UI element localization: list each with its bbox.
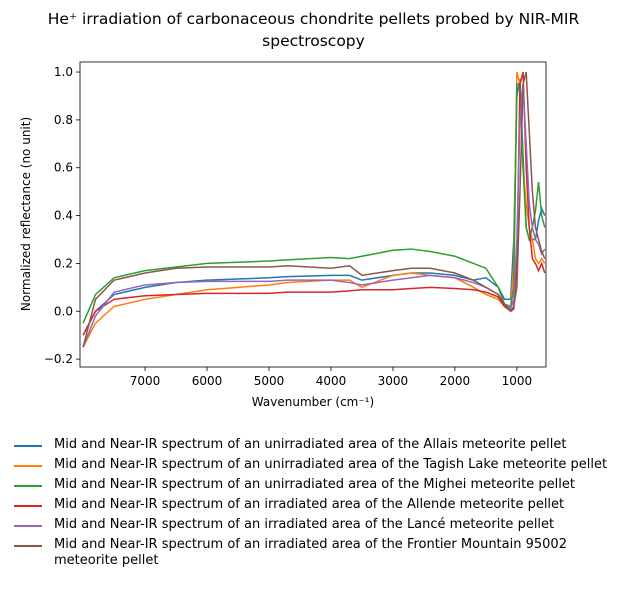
- legend-label: Mid and Near-IR spectrum of an unirradia…: [54, 457, 608, 472]
- x-tick-label: 1000: [502, 374, 533, 388]
- y-tick-label: −0.2: [44, 352, 73, 366]
- legend-entry: Mid and Near-IR spectrum of an unirradia…: [14, 437, 614, 453]
- series-line: [82, 83, 546, 324]
- x-tick-label: 3000: [378, 374, 409, 388]
- x-tick-label: 5000: [254, 374, 285, 388]
- legend-entry: Mid and Near-IR spectrum of an unirradia…: [14, 457, 614, 473]
- legend-label: Mid and Near-IR spectrum of an irradiate…: [54, 537, 567, 568]
- legend-entry: Mid and Near-IR spectrum of an irradiate…: [14, 537, 614, 569]
- series-line: [82, 83, 546, 348]
- legend-swatch: [14, 545, 42, 547]
- legend-entry: Mid and Near-IR spectrum of an unirradia…: [14, 477, 614, 493]
- legend-swatch: [14, 465, 42, 467]
- y-tick-label: 0.0: [54, 304, 73, 318]
- legend-swatch: [14, 485, 42, 487]
- x-tick-label: 6000: [192, 374, 223, 388]
- plot-frame: [79, 61, 547, 368]
- y-tick-label: 1.0: [54, 65, 73, 79]
- series-line: [82, 79, 546, 336]
- y-tick-label: 0.2: [54, 256, 73, 270]
- x-tick-label: 2000: [440, 374, 471, 388]
- series-line: [82, 71, 546, 348]
- legend: Mid and Near-IR spectrum of an unirradia…: [14, 437, 614, 569]
- series-line: [82, 71, 546, 336]
- x-tick-label: 7000: [130, 374, 161, 388]
- legend-entry: Mid and Near-IR spectrum of an irradiate…: [14, 517, 614, 533]
- y-tick-label: 0.8: [54, 113, 73, 127]
- y-axis-label: Normalized reflectance (no unit): [19, 117, 33, 311]
- legend-swatch: [14, 505, 42, 507]
- legend-label: Mid and Near-IR spectrum of an irradiate…: [54, 517, 555, 532]
- x-axis-label: Wavenumber (cm⁻¹): [252, 395, 374, 409]
- legend-label: Mid and Near-IR spectrum of an unirradia…: [54, 477, 575, 492]
- legend-swatch: [14, 525, 42, 527]
- series-line: [82, 71, 546, 348]
- legend-entry: Mid and Near-IR spectrum of an irradiate…: [14, 497, 614, 513]
- y-tick-label: 0.6: [54, 161, 73, 175]
- y-tick-label: 0.4: [54, 209, 73, 223]
- chart-title: He⁺ irradiation of carbonaceous chondrit…: [47, 10, 580, 50]
- legend-label: Mid and Near-IR spectrum of an irradiate…: [54, 497, 565, 512]
- chart: Wavenumber (cm⁻¹) Normalized reflectance…: [19, 61, 547, 409]
- legend-swatch: [14, 445, 42, 447]
- legend-label: Mid and Near-IR spectrum of an unirradia…: [54, 437, 567, 452]
- x-tick-label: 4000: [316, 374, 347, 388]
